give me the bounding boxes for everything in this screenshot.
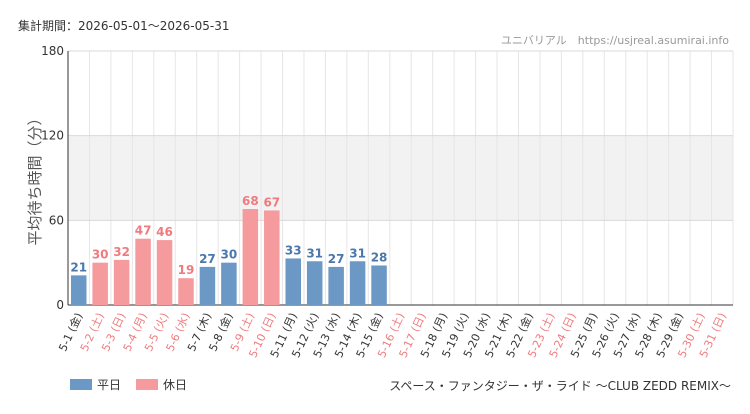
credit-text: ユニバリアル https://usjreal.asumirai.info <box>501 34 729 47</box>
x-tick-labels: 5-1 (金)5-2 (土)5-3 (日)5-4 (月)5-5 (火)5-6 (… <box>55 310 729 359</box>
bar <box>178 278 194 305</box>
bar <box>371 265 387 305</box>
data-labels: 21 30 32 47 46 19 27 30 68 67 33 31 27 31 28 <box>70 194 387 277</box>
bar <box>285 258 301 305</box>
data-label: 30 <box>92 248 109 262</box>
plot-background <box>68 135 733 221</box>
bar <box>92 262 108 305</box>
data-label: 30 <box>221 248 238 262</box>
data-label: 47 <box>135 224 152 238</box>
data-label: 19 <box>178 263 195 277</box>
y-tick-labels: 0 60 120 180 <box>41 44 64 312</box>
data-label: 28 <box>371 250 388 264</box>
attraction-name: スペース・ファンタジー・ザ・ライド 〜CLUB ZEDD REMIX〜 <box>389 379 731 393</box>
data-label: 32 <box>113 245 130 259</box>
bar <box>306 261 323 305</box>
y-tick-label: 180 <box>41 44 64 58</box>
bar <box>349 261 366 305</box>
data-label: 31 <box>349 246 366 260</box>
data-label: 27 <box>328 252 345 266</box>
bar <box>264 210 280 305</box>
bar <box>70 275 87 305</box>
period-label: 集計期間：2026-05-01〜2026-05-31 <box>18 18 229 33</box>
shaded-band <box>68 135 733 221</box>
legend-swatch-weekday <box>70 379 92 390</box>
data-label: 46 <box>156 225 173 239</box>
legend-label-weekday: 平日 <box>97 378 121 392</box>
bar <box>242 209 259 305</box>
vertical-gridlines <box>67 51 734 305</box>
bar <box>199 266 216 305</box>
y-tick-label: 0 <box>56 298 64 312</box>
data-label: 67 <box>263 195 280 209</box>
bar <box>221 262 237 305</box>
data-label: 21 <box>70 260 87 274</box>
bar <box>328 266 344 305</box>
legend-label-holiday: 休日 <box>163 378 187 392</box>
data-label: 33 <box>285 243 302 257</box>
data-label: 27 <box>199 252 216 266</box>
y-axis-label: 平均待ち時間（分） <box>26 110 44 245</box>
bar <box>156 240 173 305</box>
data-label: 31 <box>306 246 323 260</box>
y-tick-label: 120 <box>41 129 64 143</box>
y-tick-label: 60 <box>49 213 64 227</box>
bar <box>113 259 130 305</box>
data-label: 68 <box>242 194 259 208</box>
legend: 平日 休日 <box>70 378 187 392</box>
legend-swatch-holiday <box>136 379 158 390</box>
bar <box>135 238 151 305</box>
bars <box>70 209 387 305</box>
